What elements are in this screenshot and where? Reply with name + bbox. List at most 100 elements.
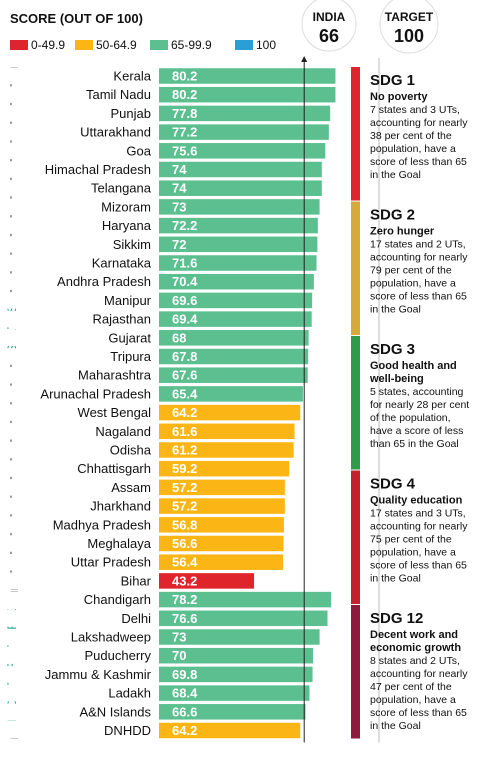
category-label: Telangana bbox=[91, 181, 152, 196]
sdg-description: score of less than 65 bbox=[370, 560, 467, 572]
bar bbox=[159, 273, 314, 290]
bar bbox=[159, 629, 320, 645]
category-label: Jammu & Kashmir bbox=[45, 667, 152, 682]
category-label: Karnataka bbox=[92, 256, 152, 271]
category-label: Rajasthan bbox=[92, 312, 151, 327]
row-bg bbox=[5, 310, 157, 328]
bar bbox=[159, 68, 336, 84]
india-circle bbox=[301, 0, 357, 52]
data-label: 69.4 bbox=[172, 312, 198, 327]
data-label: 74 bbox=[172, 162, 187, 177]
sdg-description: in the Goal bbox=[370, 720, 421, 732]
row-bg bbox=[5, 292, 157, 309]
sdg-subtitle: Decent work and bbox=[370, 629, 458, 641]
data-label: 71.6 bbox=[172, 256, 197, 271]
sdg-description: accounting for nearly bbox=[370, 252, 468, 264]
row-bg bbox=[5, 86, 157, 103]
data-label: 43.2 bbox=[172, 573, 197, 588]
category-label: Jharkhand bbox=[90, 499, 151, 514]
data-label: 59.2 bbox=[172, 461, 197, 476]
bar bbox=[159, 647, 313, 664]
row-bg bbox=[5, 198, 157, 216]
data-label: 68.4 bbox=[172, 686, 198, 701]
category-label: Andhra Pradesh bbox=[57, 274, 151, 289]
legend-label: 50-64.9 bbox=[96, 38, 137, 52]
sdg-description: 38 per cent of the bbox=[370, 130, 452, 142]
sdg-description: of the population, bbox=[370, 412, 451, 424]
india-line-arrow bbox=[301, 56, 308, 62]
legend-label: 65-99.9 bbox=[171, 38, 212, 52]
bar bbox=[159, 404, 301, 421]
sdg-subtitle: Zero hunger bbox=[370, 226, 435, 238]
category-label: Puducherry bbox=[85, 648, 152, 663]
category-label: Himachal Pradesh bbox=[45, 162, 151, 177]
data-label: 77.8 bbox=[172, 106, 197, 121]
row-bg bbox=[5, 404, 157, 421]
row-bg bbox=[5, 516, 157, 534]
chart-title: SCORE (OUT OF 100) bbox=[10, 11, 143, 26]
bar bbox=[159, 180, 322, 196]
data-label: 70 bbox=[172, 648, 186, 663]
data-label: 66.6 bbox=[172, 704, 197, 719]
sdg-description: 47 per cent of the bbox=[370, 681, 452, 693]
sdg-description: score of less than 65 bbox=[370, 156, 467, 168]
sdg-description: score of less than 65 bbox=[370, 291, 467, 303]
bar bbox=[159, 610, 328, 627]
category-label: A&N Islands bbox=[79, 704, 151, 719]
bar bbox=[159, 666, 313, 683]
sdg-description: population, have a bbox=[370, 143, 456, 155]
sdg-title: SDG 2 bbox=[370, 207, 415, 224]
row-bg bbox=[5, 385, 157, 403]
data-label: 57.2 bbox=[172, 499, 197, 514]
category-label: Nagaland bbox=[95, 424, 151, 439]
target-circle bbox=[379, 0, 439, 54]
bar bbox=[159, 685, 310, 701]
sdg-subtitle: Quality education bbox=[370, 495, 463, 507]
bar bbox=[159, 330, 309, 346]
sdg-subtitle: Good health and bbox=[370, 360, 457, 372]
category-label: Punjab bbox=[111, 106, 151, 121]
data-label: 57.2 bbox=[172, 480, 197, 495]
sdg-description: 5 states, accounting bbox=[370, 386, 464, 398]
data-label: 67.6 bbox=[172, 368, 197, 383]
row-bg bbox=[5, 722, 157, 739]
data-label: 76.6 bbox=[172, 611, 197, 626]
category-label: Ladakh bbox=[108, 686, 151, 701]
sdg-description: in the Goal bbox=[370, 573, 421, 585]
row-bg bbox=[5, 329, 157, 347]
row-bg bbox=[5, 161, 157, 178]
data-label: 65.4 bbox=[172, 386, 198, 401]
row-bg bbox=[5, 572, 157, 590]
category-label: Goa bbox=[126, 143, 151, 158]
legend-label: 100 bbox=[256, 38, 276, 52]
sdg-description: 79 per cent of the bbox=[370, 265, 452, 277]
sdg-description: for nearly 28 per cent bbox=[370, 399, 469, 411]
sdg-subtitle: economic growth bbox=[370, 642, 461, 654]
sdg-description: population, have a bbox=[370, 547, 456, 559]
sdg-description: 17 states and 3 UTs, bbox=[370, 508, 466, 520]
bar bbox=[159, 161, 322, 178]
legend-swatch bbox=[235, 40, 253, 50]
bar bbox=[159, 217, 318, 234]
row-bg bbox=[5, 179, 157, 197]
bar bbox=[159, 460, 290, 477]
category-label: Haryana bbox=[102, 218, 152, 233]
row-bg bbox=[5, 553, 157, 571]
row-bg bbox=[5, 703, 157, 721]
bar bbox=[159, 348, 309, 365]
bar bbox=[159, 535, 284, 552]
row-bg bbox=[5, 217, 157, 234]
data-label: 75.6 bbox=[172, 143, 197, 158]
bar bbox=[159, 423, 295, 440]
sdg-description: in the Goal bbox=[370, 304, 421, 316]
sdg-description: 7 states and 3 UTs, bbox=[370, 104, 460, 116]
bar bbox=[159, 311, 312, 327]
data-label: 61.2 bbox=[172, 443, 197, 458]
category-label: Tripura bbox=[110, 349, 151, 364]
category-label: Uttar Pradesh bbox=[71, 555, 151, 570]
sdg-description: 75 per cent of the bbox=[370, 534, 452, 546]
row-bg bbox=[5, 647, 157, 664]
sdg-color-bar bbox=[351, 605, 360, 739]
row-bg bbox=[5, 591, 157, 608]
target-value: 100 bbox=[394, 26, 424, 46]
